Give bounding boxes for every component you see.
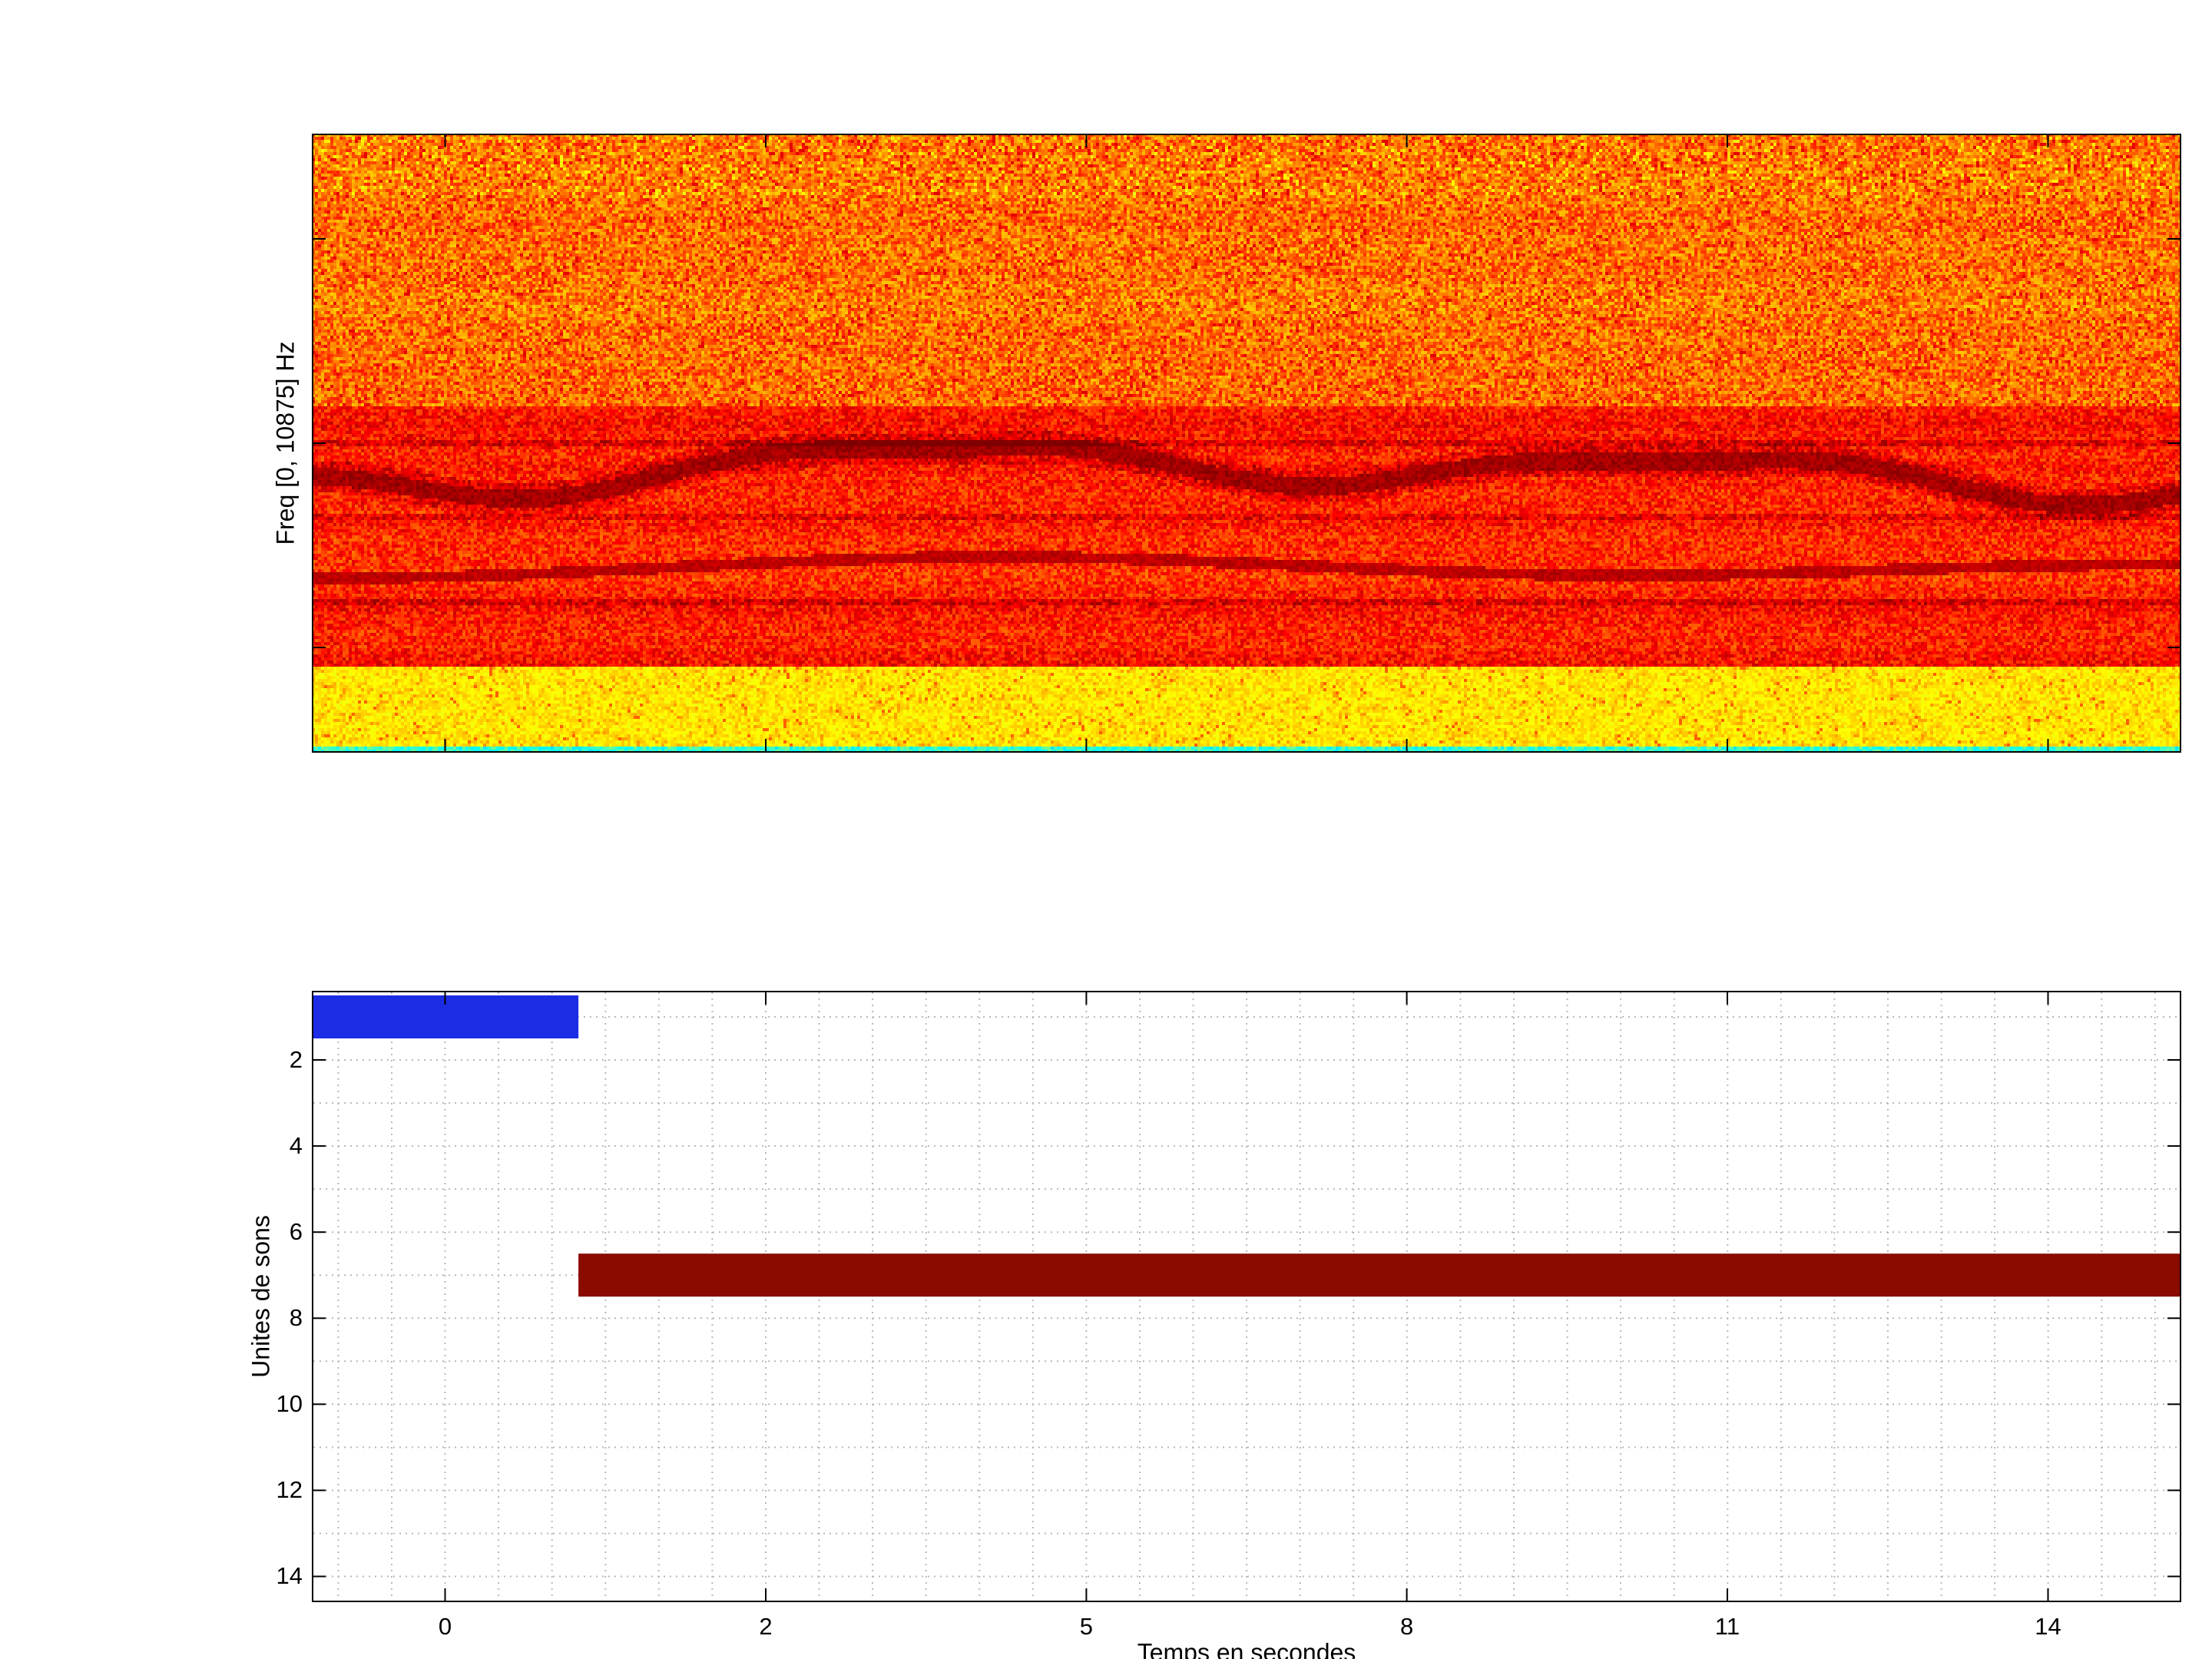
spectrogram-ylabel: Freq [0, 10875] Hz xyxy=(271,341,300,545)
x-tick-label: 8 xyxy=(1399,1613,1414,1640)
detections-xlabel: Temps en secondes xyxy=(1137,1638,1356,1659)
y-tick-label: 12 xyxy=(276,1476,303,1504)
y-tick-label: 10 xyxy=(276,1390,303,1418)
y-tick-label: 6 xyxy=(289,1218,303,1246)
x-tick-label: 2 xyxy=(759,1613,773,1640)
y-tick-label: 14 xyxy=(276,1562,303,1590)
unit-7-detection-bar xyxy=(578,1253,2180,1297)
detections-axes xyxy=(312,991,2181,1602)
spectrogram-frame xyxy=(312,134,2181,753)
detections-frame xyxy=(312,991,2181,1602)
x-tick-label: 11 xyxy=(1714,1613,1740,1640)
x-tick-label: 0 xyxy=(438,1613,452,1640)
y-tick-label: 8 xyxy=(289,1304,303,1332)
spectrogram-image xyxy=(312,134,2181,753)
spectrogram-axis-frame xyxy=(312,134,2181,753)
detections-plot xyxy=(312,991,2181,1602)
x-tick-label: 5 xyxy=(1079,1613,1094,1640)
y-tick-label: 2 xyxy=(289,1046,303,1074)
unit-1-detection-bar xyxy=(313,995,579,1038)
y-tick-label: 4 xyxy=(289,1132,303,1160)
spectrogram-axes xyxy=(312,134,2181,753)
x-tick-label: 14 xyxy=(2035,1613,2061,1640)
